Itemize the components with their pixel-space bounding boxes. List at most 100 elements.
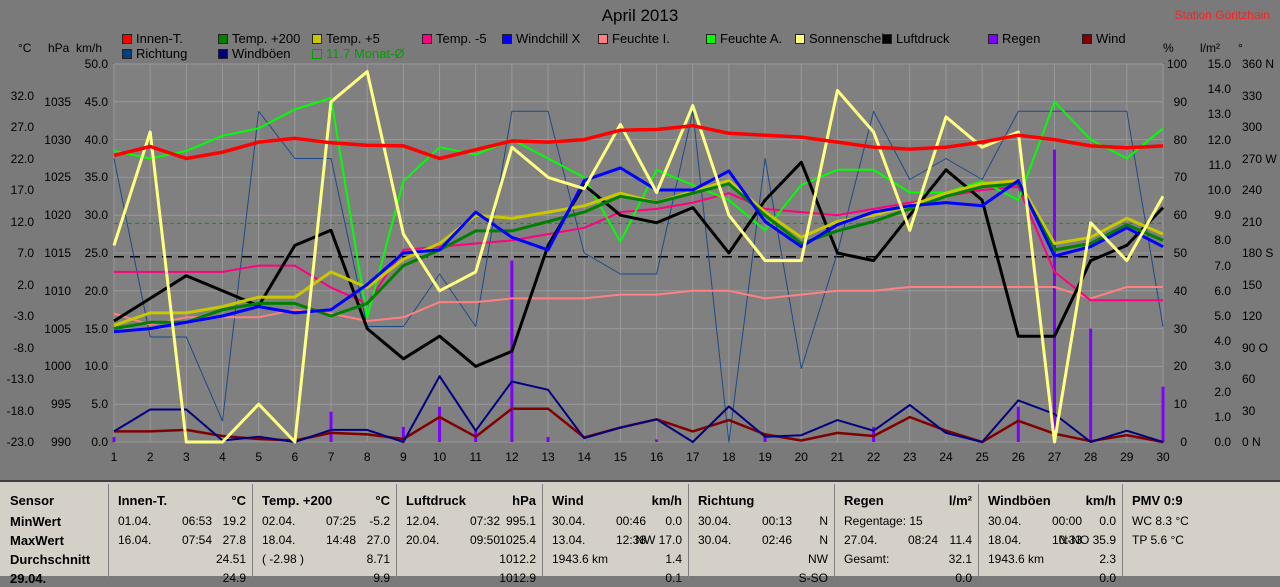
rain-tick-label: 2.0 (1214, 384, 1231, 399)
legend-swatch (122, 33, 132, 44)
panel-unit: l/m² (948, 493, 972, 508)
row-value: S-SO (798, 571, 828, 585)
x-tick-label: 24 (939, 450, 953, 464)
row-value: 0.0 (1099, 514, 1116, 528)
row-value: 1012.2 (499, 552, 536, 566)
pressure-tick-label: 1015 (44, 246, 71, 260)
legend-label: Feuchte I. (612, 31, 670, 46)
legend-label: Regen (1002, 31, 1041, 46)
row-date: WC 8.3 °C (1132, 514, 1189, 528)
stats-panel-regen: Regen l/m² Regentage: 15 27.04. 08:24 11.4 Ges… (834, 484, 978, 585)
temp-tick-label: 7.0 (17, 246, 34, 260)
stats-panel-windb-en: Windböen km/h 30.04. 00:00 0.0 18.04. 10:33 N-N… (978, 484, 1122, 585)
direction-tick-label: 210 (1242, 214, 1263, 229)
panel-row: Regentage: 15 (844, 514, 972, 530)
direction-tick-label: 300 (1242, 120, 1263, 134)
row-value: -5.2 (369, 514, 390, 528)
rain-bar (655, 439, 659, 442)
sensor-header: Sensor (10, 493, 55, 508)
stats-panel-pmv-0-9: PMV 0:9 WC 8.3 °C TP 5.6 °C (1122, 484, 1280, 580)
x-tick-label: 22 (866, 450, 881, 464)
row-date: Regentage: 15 (844, 514, 923, 528)
legend-swatch (988, 33, 998, 44)
row-time: 10:33 (1052, 533, 1083, 547)
row-value: 8.71 (366, 552, 390, 566)
temp-tick-label: 27.0 (10, 120, 34, 134)
pressure-tick-label: 1035 (44, 94, 71, 109)
row-value: N (819, 514, 828, 528)
rain-bar (401, 426, 405, 442)
row-date: 01.04. (118, 514, 152, 528)
row-time: 07:32 (470, 514, 501, 528)
panel-row: 0.0 (844, 571, 972, 587)
panel-row: 27.04. 08:24 11.4 (844, 533, 972, 549)
rain-tick-label: 10.0 (1207, 183, 1231, 197)
panel-header: Luftdruck hPa (406, 493, 536, 508)
panel-row: 13.04. 12:38 NW 17.0 (552, 533, 682, 549)
row-value: 24.9 (222, 571, 246, 585)
panel-row: Gesamt: 32.1 (844, 552, 972, 568)
panel-row: 24.9 (118, 571, 246, 587)
row-value: 32.1 (948, 552, 972, 566)
humidity-tick-label: 0 (1180, 435, 1187, 449)
row-value: 1025.4 (499, 533, 536, 547)
legend-swatch (218, 33, 228, 44)
pressure-tick-label: 1010 (44, 283, 71, 298)
x-tick-label: 13 (541, 450, 555, 464)
direction-tick-label: 330 (1242, 88, 1263, 103)
panel-row: 30.04. 00:00 0.0 (988, 514, 1116, 530)
direction-tick-label: 240 (1242, 183, 1263, 197)
legend-swatch (598, 33, 608, 44)
direction-tick-label: 270 W (1242, 151, 1277, 166)
panel-row: 30.04. 00:46 0.0 (552, 514, 682, 530)
rain-tick-label: 15.0 (1207, 57, 1231, 71)
x-tick-label: 3 (183, 450, 190, 464)
legend-item: Wind (1082, 31, 1126, 46)
panel-unit: hPa (512, 493, 536, 508)
series-line-sonnenschein (112, 70, 1165, 444)
unit-degree: ° (1238, 41, 1243, 55)
x-tick-label: 19 (758, 450, 772, 464)
panel-title: Temp. +200 (262, 493, 333, 508)
wind-tick-label: 0.0 (91, 435, 108, 449)
humidity-tick-label: 70 (1173, 170, 1187, 185)
legend-swatch (422, 33, 432, 44)
row-value: 0.0 (1099, 571, 1116, 585)
row-value: 19.2 (222, 514, 246, 528)
series-line-windb-en (113, 375, 1164, 443)
row-time: 12:38 (616, 533, 647, 547)
legend-item: Windchill X (502, 31, 580, 46)
direction-tick-label: 120 (1242, 309, 1263, 323)
pressure-tick-label: 995 (50, 397, 71, 412)
row-time: 00:46 (616, 514, 647, 528)
x-tick-label: 27 (1047, 450, 1062, 464)
row-date: 1943.6 km (988, 552, 1045, 566)
unit-hpa: hPa (48, 41, 70, 55)
station-label: Station Göritzhain (1174, 8, 1270, 22)
row-time: 00:00 (1052, 514, 1083, 528)
panel-title: Luftdruck (406, 493, 466, 508)
humidity-tick-label: 80 (1173, 132, 1187, 147)
rain-bar (1161, 386, 1165, 442)
temp-tick-label: 32.0 (10, 88, 34, 103)
legend-item: Richtung (122, 46, 187, 61)
rain-tick-label: 12.0 (1207, 132, 1231, 147)
panel-row: 1943.6 km 2.3 (988, 552, 1116, 568)
legend-label: Temp. -5 (436, 31, 487, 46)
x-tick-label: 12 (505, 450, 519, 464)
direction-tick-label: 360 N (1242, 57, 1275, 71)
stats-panel-innen-t-: Innen-T. °C 01.04. 06:53 19.2 16.04. 07:54 27.8… (108, 484, 252, 585)
humidity-tick-label: 20 (1173, 359, 1187, 374)
legend-item: Regen (988, 31, 1040, 46)
row-value: 2.3 (1099, 552, 1116, 566)
row-date: 1943.6 km (552, 552, 609, 566)
row-time: 07:25 (326, 514, 357, 528)
unit-celsius: °C (18, 41, 32, 55)
rain-tick-label: 5.0 (1214, 309, 1231, 323)
legend-swatch (122, 48, 132, 59)
legend-swatch (502, 33, 512, 44)
legend-swatch (795, 33, 805, 44)
row-value: 11.4 (949, 533, 972, 547)
panel-title: Windböen (988, 493, 1051, 508)
rain-bar (112, 436, 116, 442)
